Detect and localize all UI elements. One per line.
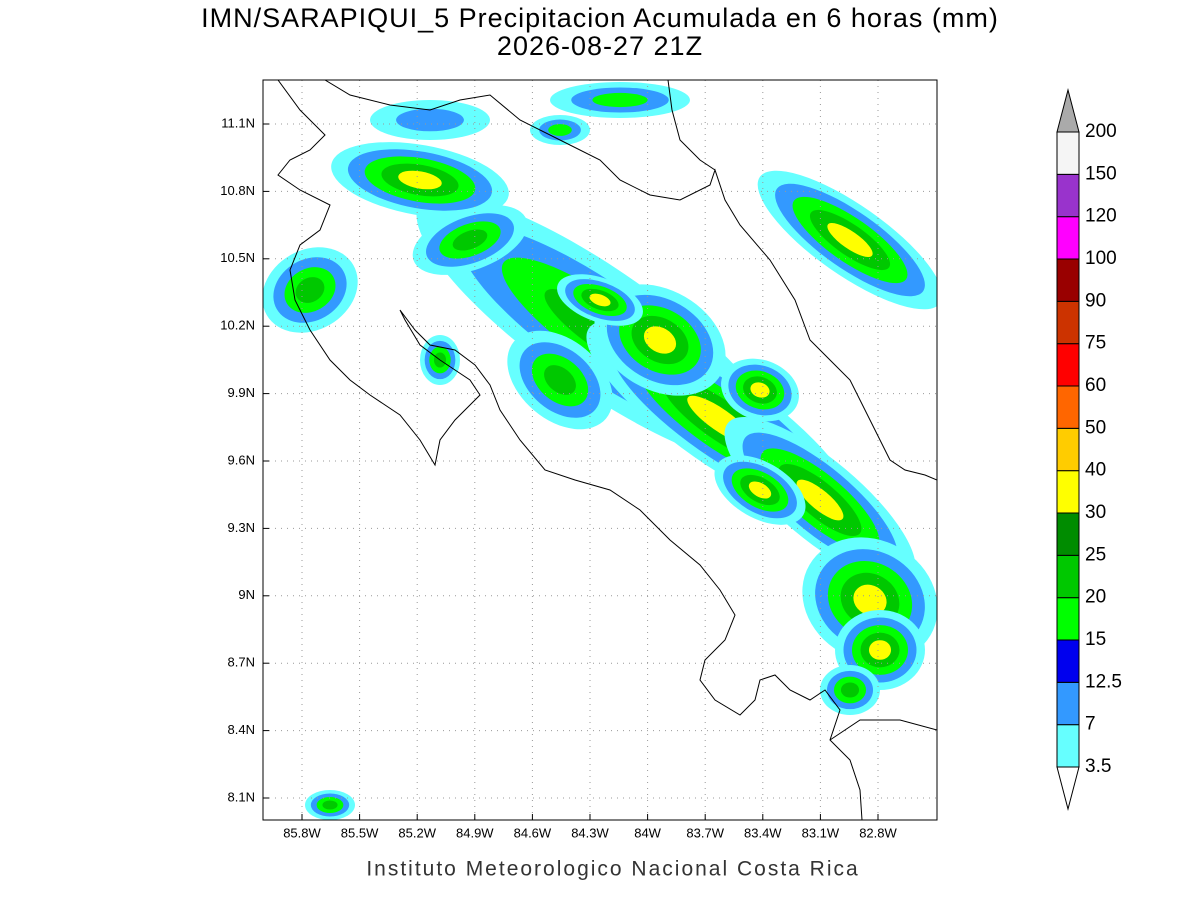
lon-label: 82.8W xyxy=(859,825,897,840)
colorbar-label: 120 xyxy=(1085,206,1117,227)
colorbar-swatch xyxy=(1056,470,1080,514)
rain-area xyxy=(840,682,860,698)
precipitation-field xyxy=(263,82,937,820)
colorbar-swatch xyxy=(1056,427,1080,472)
lon-label: 85.5W xyxy=(341,825,379,840)
lon-label: 83.1W xyxy=(802,825,840,840)
rain-area xyxy=(853,584,887,616)
lat-label: 10.2N xyxy=(220,318,255,333)
lon-label: 83.7W xyxy=(686,825,724,840)
colorbar-under xyxy=(1056,766,1080,811)
lon-label: 85.8W xyxy=(283,825,321,840)
colorbar-label: 12.5 xyxy=(1085,671,1122,692)
rain-area xyxy=(396,108,464,132)
lon-label: 84.3W xyxy=(571,825,609,840)
rain-area xyxy=(452,229,488,251)
colorbar-label: 75 xyxy=(1085,333,1106,354)
colorbar-swatch xyxy=(1056,724,1080,768)
lon-label: 84.6W xyxy=(514,825,552,840)
rain-area xyxy=(548,124,572,136)
rain-area xyxy=(827,223,873,257)
lat-label: 9.6N xyxy=(228,452,255,467)
colorbar-label: 200 xyxy=(1085,121,1117,142)
colorbar-swatch xyxy=(1056,173,1080,218)
colorbar-over xyxy=(1056,88,1080,133)
colorbar-label: 60 xyxy=(1085,375,1106,396)
colorbar-swatch xyxy=(1056,258,1080,302)
subtitle: 2026-08-27 21Z xyxy=(497,31,703,61)
colorbar-swatch xyxy=(1056,639,1080,683)
rain-area xyxy=(589,293,611,307)
rain-area xyxy=(544,365,576,395)
colorbar-label: 25 xyxy=(1085,544,1106,565)
colorbar-label: 3.5 xyxy=(1085,756,1111,777)
rain-area xyxy=(868,640,892,660)
coastlines xyxy=(277,80,937,820)
colorbar-label: 90 xyxy=(1085,290,1106,311)
rain-area xyxy=(295,277,325,303)
footer: Instituto Meteorologico Nacional Costa R… xyxy=(366,858,859,881)
rain-area xyxy=(748,481,772,499)
colorbar-label: 50 xyxy=(1085,417,1106,438)
lon-label: 84.9W xyxy=(456,825,494,840)
colorbar-label: 100 xyxy=(1085,248,1117,269)
lat-label: 8.7N xyxy=(228,655,255,670)
colorbar-swatch xyxy=(1056,385,1080,429)
colorbar-swatch xyxy=(1056,554,1080,599)
rain-area xyxy=(643,326,677,354)
colorbar-label: 20 xyxy=(1085,587,1106,608)
colorbar-swatch xyxy=(1056,597,1080,641)
colorbar-label: 40 xyxy=(1085,460,1106,481)
colorbar: 3.5 7 12.5 15 20 25 30 40 50 60 75 90 100 120 150 200 xyxy=(1056,88,1122,811)
lat-label: 10.8N xyxy=(220,183,255,198)
grid: 11.1N 10.8N 10.5N 10.2N 9.9N 9.6N 9.3N 9N 8.7N 8.… xyxy=(220,80,937,840)
rain-area xyxy=(322,800,338,810)
colorbar-swatch xyxy=(1056,300,1080,345)
lat-label: 9.9N xyxy=(228,385,255,400)
lon-label: 83.4W xyxy=(744,825,782,840)
title: IMN/SARAPIQUI_5 Precipitacion Acumulada … xyxy=(201,3,999,33)
colorbar-swatch xyxy=(1056,131,1080,175)
rain-area xyxy=(592,92,648,108)
lat-label: 9N xyxy=(238,587,255,602)
colorbar-swatch xyxy=(1056,343,1080,387)
lat-label: 8.4N xyxy=(228,722,255,737)
lon-label: 85.2W xyxy=(398,825,436,840)
colorbar-label: 15 xyxy=(1085,629,1106,650)
lat-label: 11.1N xyxy=(221,115,255,130)
colorbar-swatch xyxy=(1056,681,1080,726)
lat-label: 9.3N xyxy=(228,520,255,535)
colorbar-swatch xyxy=(1056,216,1080,260)
rain-area xyxy=(398,170,442,190)
lon-label: 84W xyxy=(634,825,661,840)
map-frame xyxy=(262,79,938,821)
colorbar-label: 7 xyxy=(1085,714,1096,735)
lat-label: 10.5N xyxy=(220,250,255,265)
colorbar-swatch xyxy=(1056,512,1080,556)
colorbar-label: 30 xyxy=(1085,502,1106,523)
colorbar-label: 150 xyxy=(1085,163,1117,184)
lat-label: 8.1N xyxy=(228,789,255,804)
